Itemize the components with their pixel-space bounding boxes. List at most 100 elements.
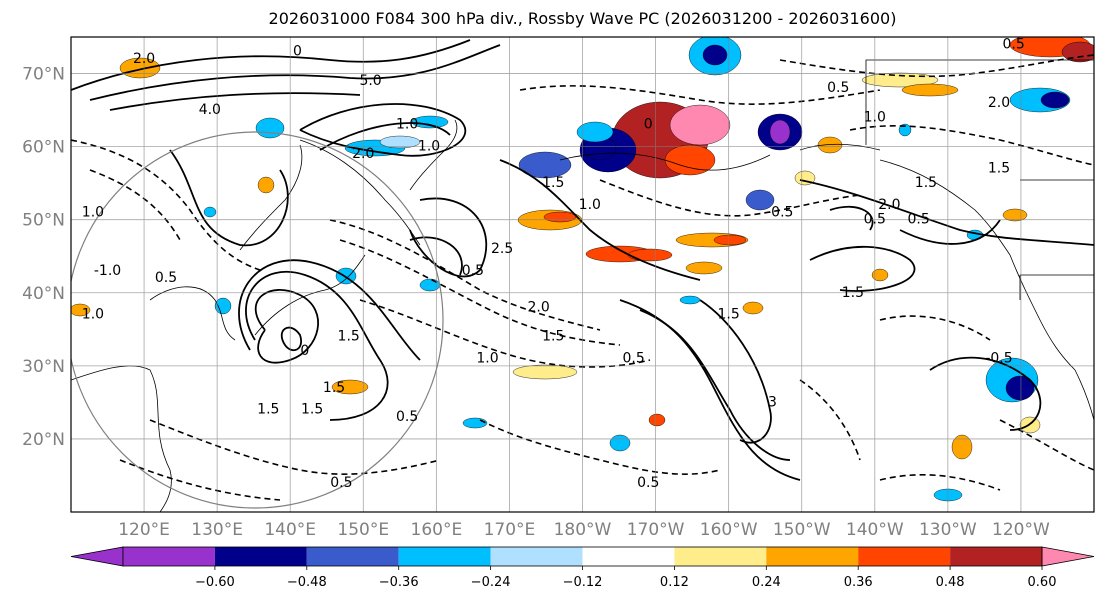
shading-blob xyxy=(1005,375,1035,401)
solid-contour xyxy=(409,197,488,278)
longitude-tick-label: 120°W xyxy=(992,520,1050,540)
dashed-contour xyxy=(799,379,861,461)
shading-blob xyxy=(255,117,285,139)
contour-label: 1.0 xyxy=(864,109,886,125)
solid-contour xyxy=(254,289,319,364)
shading-blob xyxy=(898,123,912,137)
solid-contour xyxy=(238,259,421,361)
shading-blob xyxy=(713,234,747,246)
focus-circle xyxy=(71,131,444,509)
longitude-tick-label: 150°E xyxy=(337,520,389,540)
contour-label: 0.5 xyxy=(637,475,659,491)
coastline xyxy=(1019,179,1094,300)
coastline xyxy=(1009,254,1076,371)
dashed-contour xyxy=(89,169,181,241)
shading-blob xyxy=(419,278,441,292)
latitude-tick-label: 60°N xyxy=(22,138,65,158)
contour-label: 0.5 xyxy=(330,475,352,491)
shading-blob xyxy=(518,151,572,179)
shading-blob xyxy=(769,119,791,145)
solid-contour xyxy=(929,356,1042,431)
latitude-tick-label: 70°N xyxy=(22,65,65,85)
coastline xyxy=(254,254,366,336)
shading-blob xyxy=(1040,91,1070,109)
contour-label: 1.0 xyxy=(82,204,104,220)
colorbar-tick-label: 0.60 xyxy=(1028,575,1057,590)
latitude-tick-label: 50°N xyxy=(22,211,65,231)
coastline xyxy=(559,152,771,171)
colorbar-segment xyxy=(123,547,215,566)
shading-blob xyxy=(664,144,716,176)
longitude-tick-label: 150°W xyxy=(773,520,831,540)
contour-label: 0.5 xyxy=(907,212,929,228)
coastline xyxy=(149,286,236,341)
map-frame xyxy=(70,36,1095,513)
shading-blob xyxy=(462,417,488,429)
longitude-tick-label: 140°W xyxy=(846,520,904,540)
contour-label: 1.5 xyxy=(257,402,279,418)
coastline xyxy=(799,143,881,151)
colorbar-segment xyxy=(950,547,1042,566)
contour-label: 5.0 xyxy=(359,73,381,89)
solid-contour xyxy=(409,236,463,276)
contour-label: 0.5 xyxy=(827,80,849,96)
shading-blob xyxy=(648,413,666,427)
dashed-contour xyxy=(329,219,601,331)
contour-label: 1.5 xyxy=(542,329,564,345)
solid-contour xyxy=(299,103,467,157)
contour-label: 1.5 xyxy=(842,285,864,301)
contour-label: 0.5 xyxy=(462,263,484,279)
contour-label: 1.5 xyxy=(338,329,360,345)
shading-blob xyxy=(71,303,91,317)
contour-label: 1.5 xyxy=(542,175,564,191)
dashed-contour xyxy=(849,125,1094,166)
latitude-tick-label: 30°N xyxy=(22,357,65,377)
colorbar-segment xyxy=(490,547,583,566)
contour-label: -1.0 xyxy=(94,263,121,279)
dashed-contour xyxy=(119,459,281,501)
contour-label: 2.0 xyxy=(878,197,900,213)
contour-label: 1.5 xyxy=(718,307,740,323)
shading-blob xyxy=(1002,208,1028,222)
shading-blob xyxy=(679,295,701,305)
shading-blob xyxy=(627,248,673,262)
contour-label: 1.5 xyxy=(988,161,1010,177)
contour-label: -0.5 xyxy=(766,204,793,220)
shading-blob xyxy=(257,176,275,194)
contour-label: 1.5 xyxy=(323,380,345,396)
solid-contour xyxy=(829,205,874,231)
contour-label: 1.0 xyxy=(476,351,498,367)
shading-blob xyxy=(379,135,421,149)
dashed-contour xyxy=(999,419,1094,471)
shading-blob xyxy=(669,104,731,146)
longitude-labels: 120°E 130°E 140°E 150°E 160°E 170°E 180°W 170°W… xyxy=(118,520,1050,540)
longitude-tick-label: 160°W xyxy=(700,520,758,540)
solid-contour xyxy=(109,92,361,111)
dashed-contour xyxy=(71,139,261,271)
colorbar-tick-label: 0.48 xyxy=(936,575,965,590)
contour-label: -0.5 xyxy=(985,351,1012,367)
dashed-contour xyxy=(519,85,881,105)
gridlines xyxy=(71,37,1094,512)
dashed-contour xyxy=(599,179,861,217)
shading-blob xyxy=(901,83,959,97)
solid-contour xyxy=(499,159,701,281)
solid-contour xyxy=(809,245,916,292)
longitude-tick-label: 170°E xyxy=(484,520,536,540)
colorbar-tick-label: −0.24 xyxy=(471,575,511,590)
contour-label: 1.0 xyxy=(396,117,418,133)
solid-contour xyxy=(319,122,451,151)
contour-label: 4.0 xyxy=(199,102,221,118)
solid-contour xyxy=(639,309,791,461)
longitude-tick-label: 120°E xyxy=(118,520,170,540)
dashed-contour xyxy=(779,54,1094,78)
dashed-contour xyxy=(879,315,991,341)
shading-blob xyxy=(745,189,775,211)
shading-blob xyxy=(871,268,889,282)
coastline xyxy=(299,139,421,246)
solid-contour xyxy=(699,299,772,444)
contour-label: 2.0 xyxy=(528,299,550,315)
coastline xyxy=(879,159,1011,256)
solid-contour xyxy=(89,44,501,101)
